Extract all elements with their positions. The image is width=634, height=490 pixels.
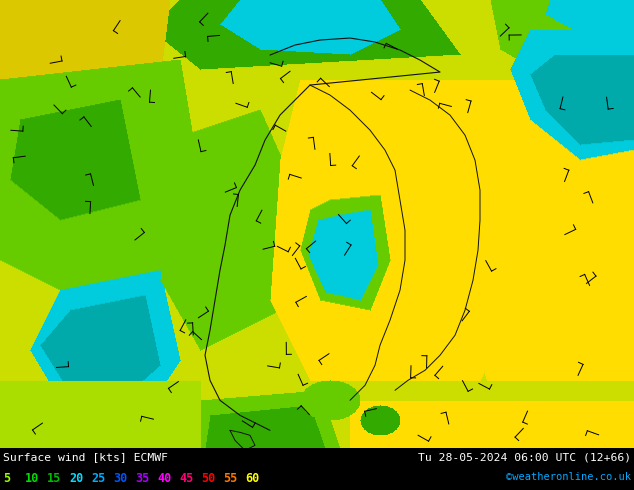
Text: 50: 50: [201, 472, 216, 485]
Text: 60: 60: [245, 472, 259, 485]
Text: 35: 35: [135, 472, 149, 485]
Text: 15: 15: [47, 472, 61, 485]
Text: 25: 25: [91, 472, 105, 485]
Text: 30: 30: [113, 472, 127, 485]
Text: Tu 28-05-2024 06:00 UTC (12+66): Tu 28-05-2024 06:00 UTC (12+66): [418, 452, 631, 463]
Text: ©weatheronline.co.uk: ©weatheronline.co.uk: [506, 472, 631, 482]
Text: 20: 20: [69, 472, 83, 485]
Text: Surface wind [kts] ECMWF: Surface wind [kts] ECMWF: [3, 452, 168, 463]
Text: 55: 55: [223, 472, 237, 485]
Text: 40: 40: [157, 472, 171, 485]
Text: 45: 45: [179, 472, 193, 485]
Text: 5: 5: [3, 472, 10, 485]
Text: 10: 10: [25, 472, 39, 485]
